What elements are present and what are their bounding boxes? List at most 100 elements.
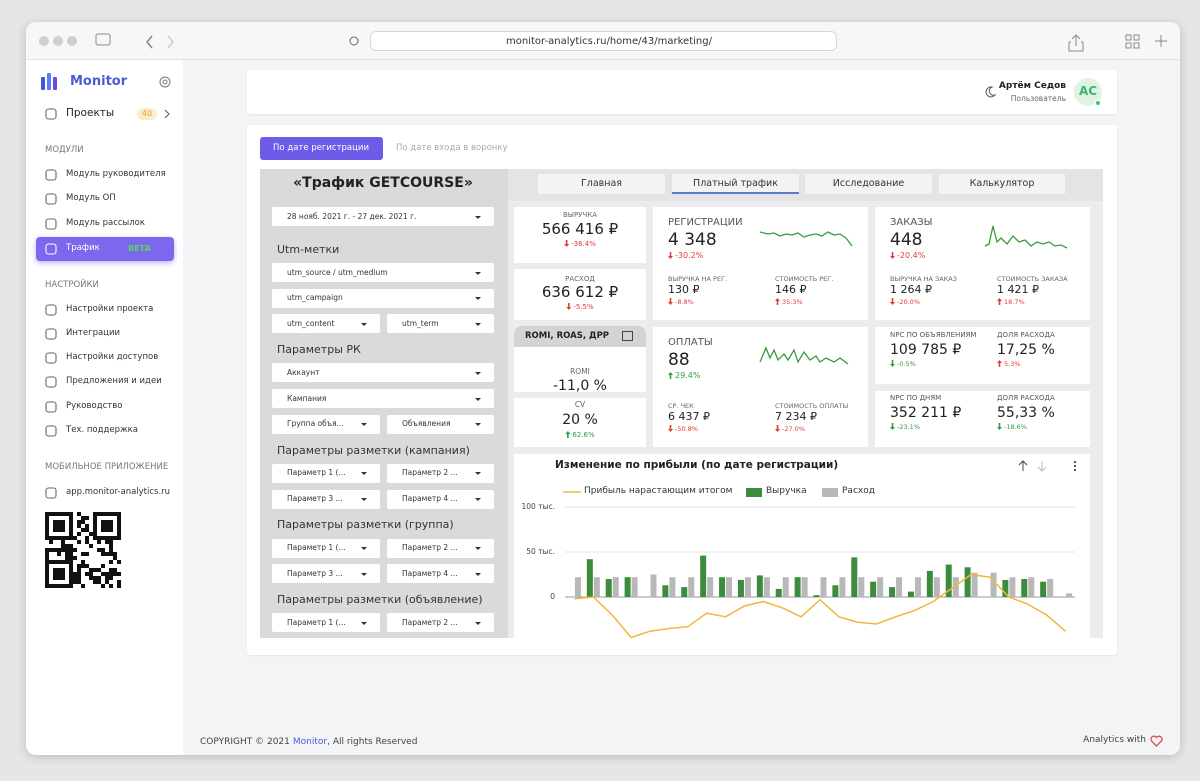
qr-cell — [73, 556, 77, 560]
qr-cell — [97, 580, 101, 584]
arrow — [890, 298, 895, 306]
menu-item[interactable]: Модуль руководителя — [66, 169, 166, 180]
bar — [624, 577, 631, 597]
nav-tab-text[interactable]: Калькулятор — [969, 177, 1035, 189]
dropdown[interactable] — [387, 538, 494, 558]
dropdown[interactable] — [387, 414, 494, 434]
caret — [361, 423, 367, 427]
menu-item[interactable]: Интеграции — [66, 328, 121, 339]
dropdown-text[interactable]: Параметр 3 ... — [287, 494, 343, 504]
menu-item[interactable]: Тех. поддержка — [66, 425, 138, 436]
menu-item[interactable]: Настройки проекта — [66, 304, 154, 315]
nav-tab[interactable] — [672, 174, 799, 194]
dropdown-text[interactable]: utm_term — [402, 319, 439, 329]
delta: -36.4% — [564, 239, 596, 249]
dropdown-text[interactable]: Параметр 2 ... — [402, 468, 458, 478]
toolbar-icons — [95, 33, 1167, 52]
nav-tab-text[interactable]: Исследование — [832, 177, 905, 189]
dropdown[interactable] — [272, 463, 380, 483]
dropdown[interactable] — [387, 564, 494, 584]
menu-item[interactable]: Руководство — [66, 401, 123, 412]
window-button[interactable] — [67, 36, 77, 46]
menu-item[interactable]: Предложения и идеи — [66, 376, 162, 387]
bar — [719, 577, 726, 597]
kpi-label: РАСХОД — [565, 275, 595, 284]
dropdown-text[interactable]: utm_campaign — [287, 293, 343, 303]
date-tab[interactable]: По дате входа в воронку — [396, 143, 508, 154]
kpi-label: ROMI — [570, 367, 590, 377]
dropdown[interactable] — [272, 363, 494, 383]
footer-link[interactable]: Monitor — [292, 737, 328, 747]
caret — [475, 271, 481, 275]
active-item[interactable] — [36, 237, 174, 261]
kpi-card — [653, 207, 868, 320]
dropdown-text[interactable]: Параметр 2 ... — [402, 617, 458, 627]
dropdown-text[interactable]: Кампания — [287, 393, 327, 403]
nav-tab-text[interactable]: Платный трафик — [693, 177, 778, 189]
delta-text: -30.2% — [675, 251, 704, 261]
address-bar[interactable] — [370, 31, 837, 51]
caret — [361, 322, 367, 326]
kpi-value: 448 — [890, 229, 923, 250]
qr-cell — [89, 572, 93, 576]
delta-text: -36.4% — [571, 239, 596, 248]
dropdown[interactable] — [272, 389, 494, 409]
dropdown-text[interactable]: Аккаунт — [287, 368, 320, 378]
dropdown-text[interactable]: Параметр 1 (... — [287, 617, 346, 627]
dropdown-text[interactable]: Параметр 4 ... — [402, 494, 458, 504]
kpi-card — [875, 391, 1090, 447]
dropdown[interactable] — [272, 613, 380, 633]
delta: -30.2% — [668, 250, 703, 261]
dropdown[interactable] — [272, 538, 380, 558]
date-tab[interactable]: По дате регистрации — [273, 143, 369, 154]
date-range[interactable] — [272, 207, 494, 226]
menu-badge: BETA — [128, 243, 151, 253]
dropdown-text[interactable]: Параметр 3 ... — [287, 568, 343, 578]
window-button[interactable] — [39, 36, 49, 46]
dropdown[interactable] — [387, 314, 494, 334]
nav-tab[interactable] — [805, 174, 932, 194]
nav-tab[interactable] — [538, 174, 665, 194]
menu-item[interactable]: Модуль рассылок — [66, 218, 146, 229]
dropdown[interactable] — [272, 314, 380, 334]
nav-tab-text[interactable]: Главная — [580, 177, 623, 189]
nav-tab[interactable] — [939, 174, 1065, 194]
dropdown[interactable] — [272, 489, 380, 509]
icon — [45, 425, 57, 437]
qr-cell — [101, 548, 105, 552]
caret — [475, 498, 481, 501]
menu-item[interactable]: Трафик — [66, 243, 100, 254]
delta: -20.0% — [890, 297, 920, 306]
dropdown-text[interactable]: Параметр 4 ... — [402, 568, 458, 578]
date-tab-active[interactable] — [260, 137, 383, 160]
dropdown-text[interactable]: Объявления — [402, 419, 451, 429]
dropdown[interactable] — [272, 288, 494, 308]
date-range-text[interactable]: 28 нояб. 2021 г. - 27 дек. 2021 г. — [287, 211, 417, 221]
dropdown[interactable] — [272, 564, 380, 584]
bar — [1009, 577, 1016, 597]
dropdown-text[interactable]: utm_source / utm_medium — [287, 267, 388, 277]
sub-label: СТОИМОСТЬ ОПЛАТЫ — [775, 401, 849, 410]
dropdown-text[interactable]: Параметр 1 (... — [287, 468, 346, 478]
menu-item[interactable]: app.monitor-analytics.ru — [66, 487, 171, 498]
dropdown-text[interactable]: Группа объя... — [287, 419, 344, 429]
brand: Monitor — [70, 73, 128, 89]
dropdown[interactable] — [387, 613, 494, 633]
dropdown-text[interactable]: Параметр 1 (... — [287, 543, 346, 553]
dropdown[interactable] — [387, 463, 494, 483]
dropdown-text[interactable]: Параметр 2 ... — [402, 543, 458, 553]
dropdown[interactable] — [272, 414, 380, 434]
dropdown[interactable] — [387, 489, 494, 509]
menu-item[interactable]: Настройки доступов — [66, 352, 159, 363]
qr-cell — [73, 548, 77, 552]
menu-item[interactable]: Модуль ОП — [66, 193, 116, 204]
kpi-value: 17,25 % — [997, 341, 1055, 358]
dropdown-text[interactable]: utm_content — [287, 319, 335, 329]
dropdown[interactable] — [272, 263, 494, 282]
bar — [870, 581, 877, 597]
bar — [877, 577, 884, 597]
arrow — [668, 425, 673, 433]
projects-label[interactable]: Проекты — [66, 107, 115, 120]
window-button[interactable] — [53, 36, 63, 46]
